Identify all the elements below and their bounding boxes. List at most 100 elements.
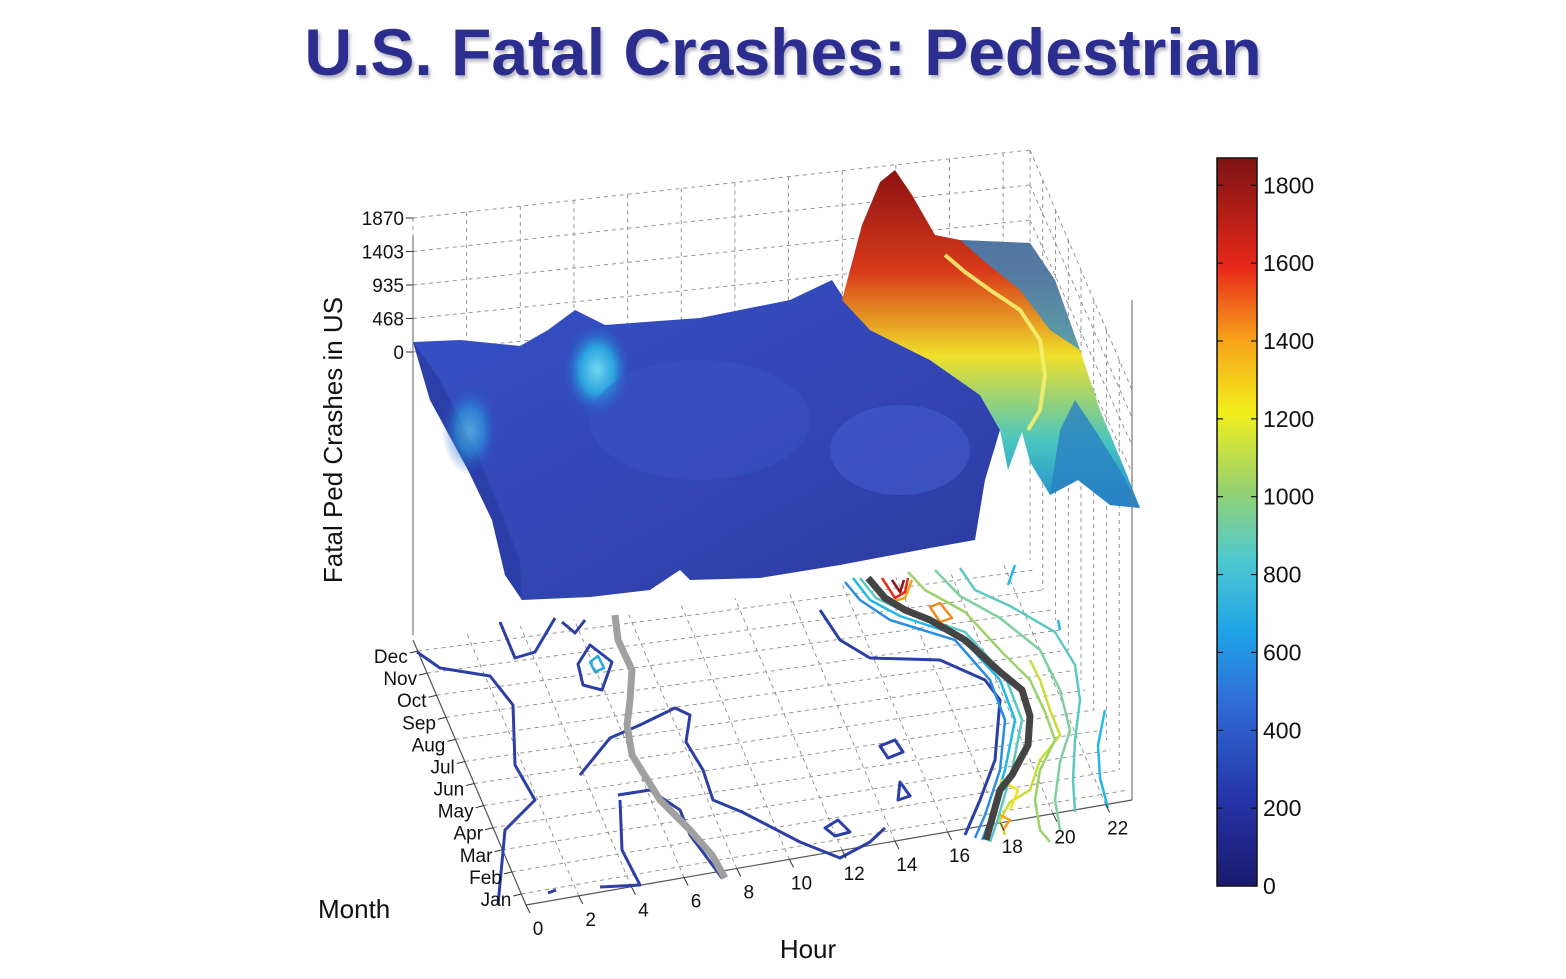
colorbar: 0 200 400 600 800 1000 1200 1400 1600 1800 xyxy=(1216,157,1314,899)
x-tick-label: 14 xyxy=(896,855,918,876)
colorbar-tick-label: 400 xyxy=(1263,717,1301,743)
x-tick-mark xyxy=(841,849,847,859)
contour-line xyxy=(1006,564,1017,586)
axis-line xyxy=(412,639,527,906)
colorbar-ticks: 0 200 400 600 800 1000 1200 1400 1600 1800 xyxy=(1217,172,1314,899)
x-tick-label: 12 xyxy=(844,864,865,885)
y-tick-mark xyxy=(494,849,503,853)
surface-left-wall xyxy=(413,342,522,600)
x-axis-label: Hour xyxy=(780,934,837,964)
contour-line xyxy=(818,609,1002,836)
x-tick-label: 2 xyxy=(585,910,596,931)
colorbar-tick-label: 1200 xyxy=(1263,406,1314,432)
y-tick-mark xyxy=(513,893,522,897)
y-tick-mark xyxy=(475,805,484,809)
x-tick-mark xyxy=(1105,804,1111,813)
contour-line xyxy=(416,650,537,906)
grid-line xyxy=(627,611,738,869)
grid-line xyxy=(680,605,790,860)
contour-line xyxy=(999,813,1012,831)
box-edges xyxy=(412,236,1133,800)
contour-line xyxy=(907,571,1057,843)
contour-line xyxy=(1056,619,1062,631)
grid-line xyxy=(788,591,896,842)
x-tick-mark xyxy=(630,886,636,895)
surface-3d xyxy=(413,170,1140,600)
contour-projection xyxy=(416,564,1110,906)
colorbar-tick-label: 600 xyxy=(1263,639,1301,665)
x-tick-mark xyxy=(999,822,1005,832)
y-tick-label: Jun xyxy=(434,780,465,801)
y-tick-mark xyxy=(503,871,512,875)
y-tick-label: Feb xyxy=(469,868,502,889)
x-tick-label: 22 xyxy=(1107,819,1128,840)
y-tick-label: Aug xyxy=(412,735,446,756)
colorbar-tick-label: 0 xyxy=(1263,873,1276,899)
contour-line xyxy=(896,780,912,802)
grid-line xyxy=(519,625,632,887)
x-tick-mark xyxy=(1052,813,1058,822)
contour-line xyxy=(578,706,887,860)
colorbar-tick-label: 1400 xyxy=(1263,328,1314,354)
contour-line xyxy=(928,601,954,624)
surface-main xyxy=(413,280,1000,600)
y-tick-label: May xyxy=(438,802,474,823)
grid-line xyxy=(412,149,1031,219)
contour-line xyxy=(890,579,906,594)
grid-line xyxy=(1029,219,1133,446)
x-tick-label: 0 xyxy=(533,919,544,940)
contour-line xyxy=(617,788,724,879)
contour-line xyxy=(823,818,852,838)
contour-line xyxy=(934,569,1072,831)
contour-line xyxy=(561,619,587,635)
x-tick-mark xyxy=(525,904,531,914)
x-tick-label: 6 xyxy=(691,892,702,913)
x-tick-label: 18 xyxy=(1002,837,1023,858)
grid-line xyxy=(474,689,1086,784)
colorbar-tick-label: 1000 xyxy=(1263,484,1314,510)
contour-line xyxy=(547,888,557,895)
ridge-projection xyxy=(865,575,1034,841)
y-tick-label: Mar xyxy=(460,846,493,867)
colorbar-gradient xyxy=(1216,157,1258,887)
grid-line xyxy=(949,570,1054,814)
contour-line xyxy=(880,577,910,600)
x-tick-label: 16 xyxy=(949,846,970,867)
x-tick-label: 10 xyxy=(791,873,812,894)
morning-projection xyxy=(611,614,729,880)
contour-line xyxy=(958,567,1082,813)
page-title: U.S. Fatal Crashes: Pedestrian xyxy=(304,15,1262,89)
contour-line xyxy=(599,799,642,889)
x-tick-mark xyxy=(578,895,584,905)
z-tick-label: 0 xyxy=(393,343,404,364)
y-tick-label: Dec xyxy=(374,647,408,668)
y-tick-mark xyxy=(419,672,428,676)
x-tick-mark xyxy=(947,831,953,841)
colorbar-tick-label: 1800 xyxy=(1263,172,1314,198)
y-tick-label: Sep xyxy=(402,713,436,734)
grid-line xyxy=(483,709,1094,807)
y-tick-mark xyxy=(437,716,447,720)
y-tick-label: Nov xyxy=(383,669,417,690)
colorbar-tick-label: 200 xyxy=(1263,795,1301,821)
grid-line xyxy=(464,669,1077,762)
x-tick-label: 20 xyxy=(1054,828,1075,849)
y-tick-mark xyxy=(466,783,475,787)
y-axis-label: Month xyxy=(318,894,390,924)
y-tick-label: Apr xyxy=(453,824,483,845)
grid-line xyxy=(573,618,685,878)
y-tick-mark xyxy=(409,650,418,654)
x-tick-label: 4 xyxy=(638,901,649,922)
contour-line xyxy=(588,654,606,674)
grid-line xyxy=(492,729,1103,829)
colorbar-tick-label: 800 xyxy=(1263,562,1301,588)
z-tick-label: 1403 xyxy=(362,242,404,263)
y-tick-mark xyxy=(456,760,465,764)
colorbar-tick-label: 1600 xyxy=(1263,250,1314,276)
z-axis-ticks: 0 468 935 1403 1870 xyxy=(362,209,413,364)
x-axis-ticks: 0 2 4 6 8 10 12 14 16 18 20 22 xyxy=(525,804,1128,940)
x-tick-mark xyxy=(736,868,742,877)
contour-line xyxy=(844,581,1007,839)
